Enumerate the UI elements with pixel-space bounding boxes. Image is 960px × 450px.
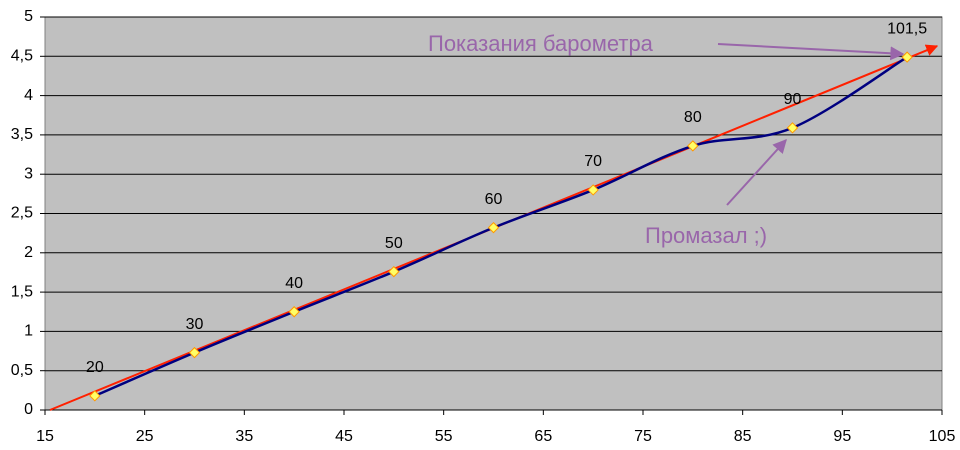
- annotation-arrow: [717, 43, 905, 61]
- y-tick-label: 1,5: [11, 283, 33, 300]
- point: [388, 265, 400, 278]
- data-label: 30: [186, 316, 204, 333]
- data-label: 50: [385, 235, 403, 252]
- x-tick-label: 35: [235, 428, 253, 445]
- y-tick-label: 4,5: [11, 48, 33, 65]
- point: [188, 346, 201, 359]
- point: [587, 184, 599, 196]
- x-tick-label: 65: [534, 428, 552, 445]
- x-tick-label: 25: [136, 428, 154, 445]
- data-label: 70: [584, 153, 602, 170]
- y-tick-label: 1: [24, 323, 33, 340]
- data-label: 40: [285, 275, 303, 292]
- y-tick-label: 2,5: [11, 205, 33, 222]
- data-label: 60: [485, 191, 503, 208]
- y-tick-label: 0: [24, 401, 33, 418]
- x-tick-label: 15: [36, 428, 54, 445]
- x-tick-label: 75: [634, 428, 652, 445]
- point: [487, 221, 500, 234]
- data-label: 90: [784, 91, 802, 108]
- data-label: 80: [684, 109, 702, 126]
- y-tick-label: 2: [24, 244, 33, 261]
- x-tick-label: 45: [335, 428, 353, 445]
- data-label: 101,5: [887, 20, 927, 37]
- x-tick-label: 95: [833, 428, 851, 445]
- data-label: 20: [86, 359, 104, 376]
- annotation-arrow: [726, 138, 787, 206]
- x-tick-label: 105: [929, 428, 956, 445]
- x-tick-label: 85: [734, 428, 752, 445]
- y-tick-label: 4: [24, 87, 33, 104]
- y-tick-label: 0,5: [11, 362, 33, 379]
- point: [288, 306, 300, 318]
- annotation: Промазал ;): [645, 223, 767, 248]
- y-tick-label: 3,5: [11, 126, 33, 143]
- point: [786, 122, 799, 134]
- annotation: Показания барометра: [428, 31, 654, 56]
- y-tick-label: 5: [24, 8, 33, 25]
- point: [89, 390, 101, 402]
- point: [687, 140, 699, 152]
- x-tick-label: 55: [435, 428, 453, 445]
- y-tick-label: 3: [24, 165, 33, 182]
